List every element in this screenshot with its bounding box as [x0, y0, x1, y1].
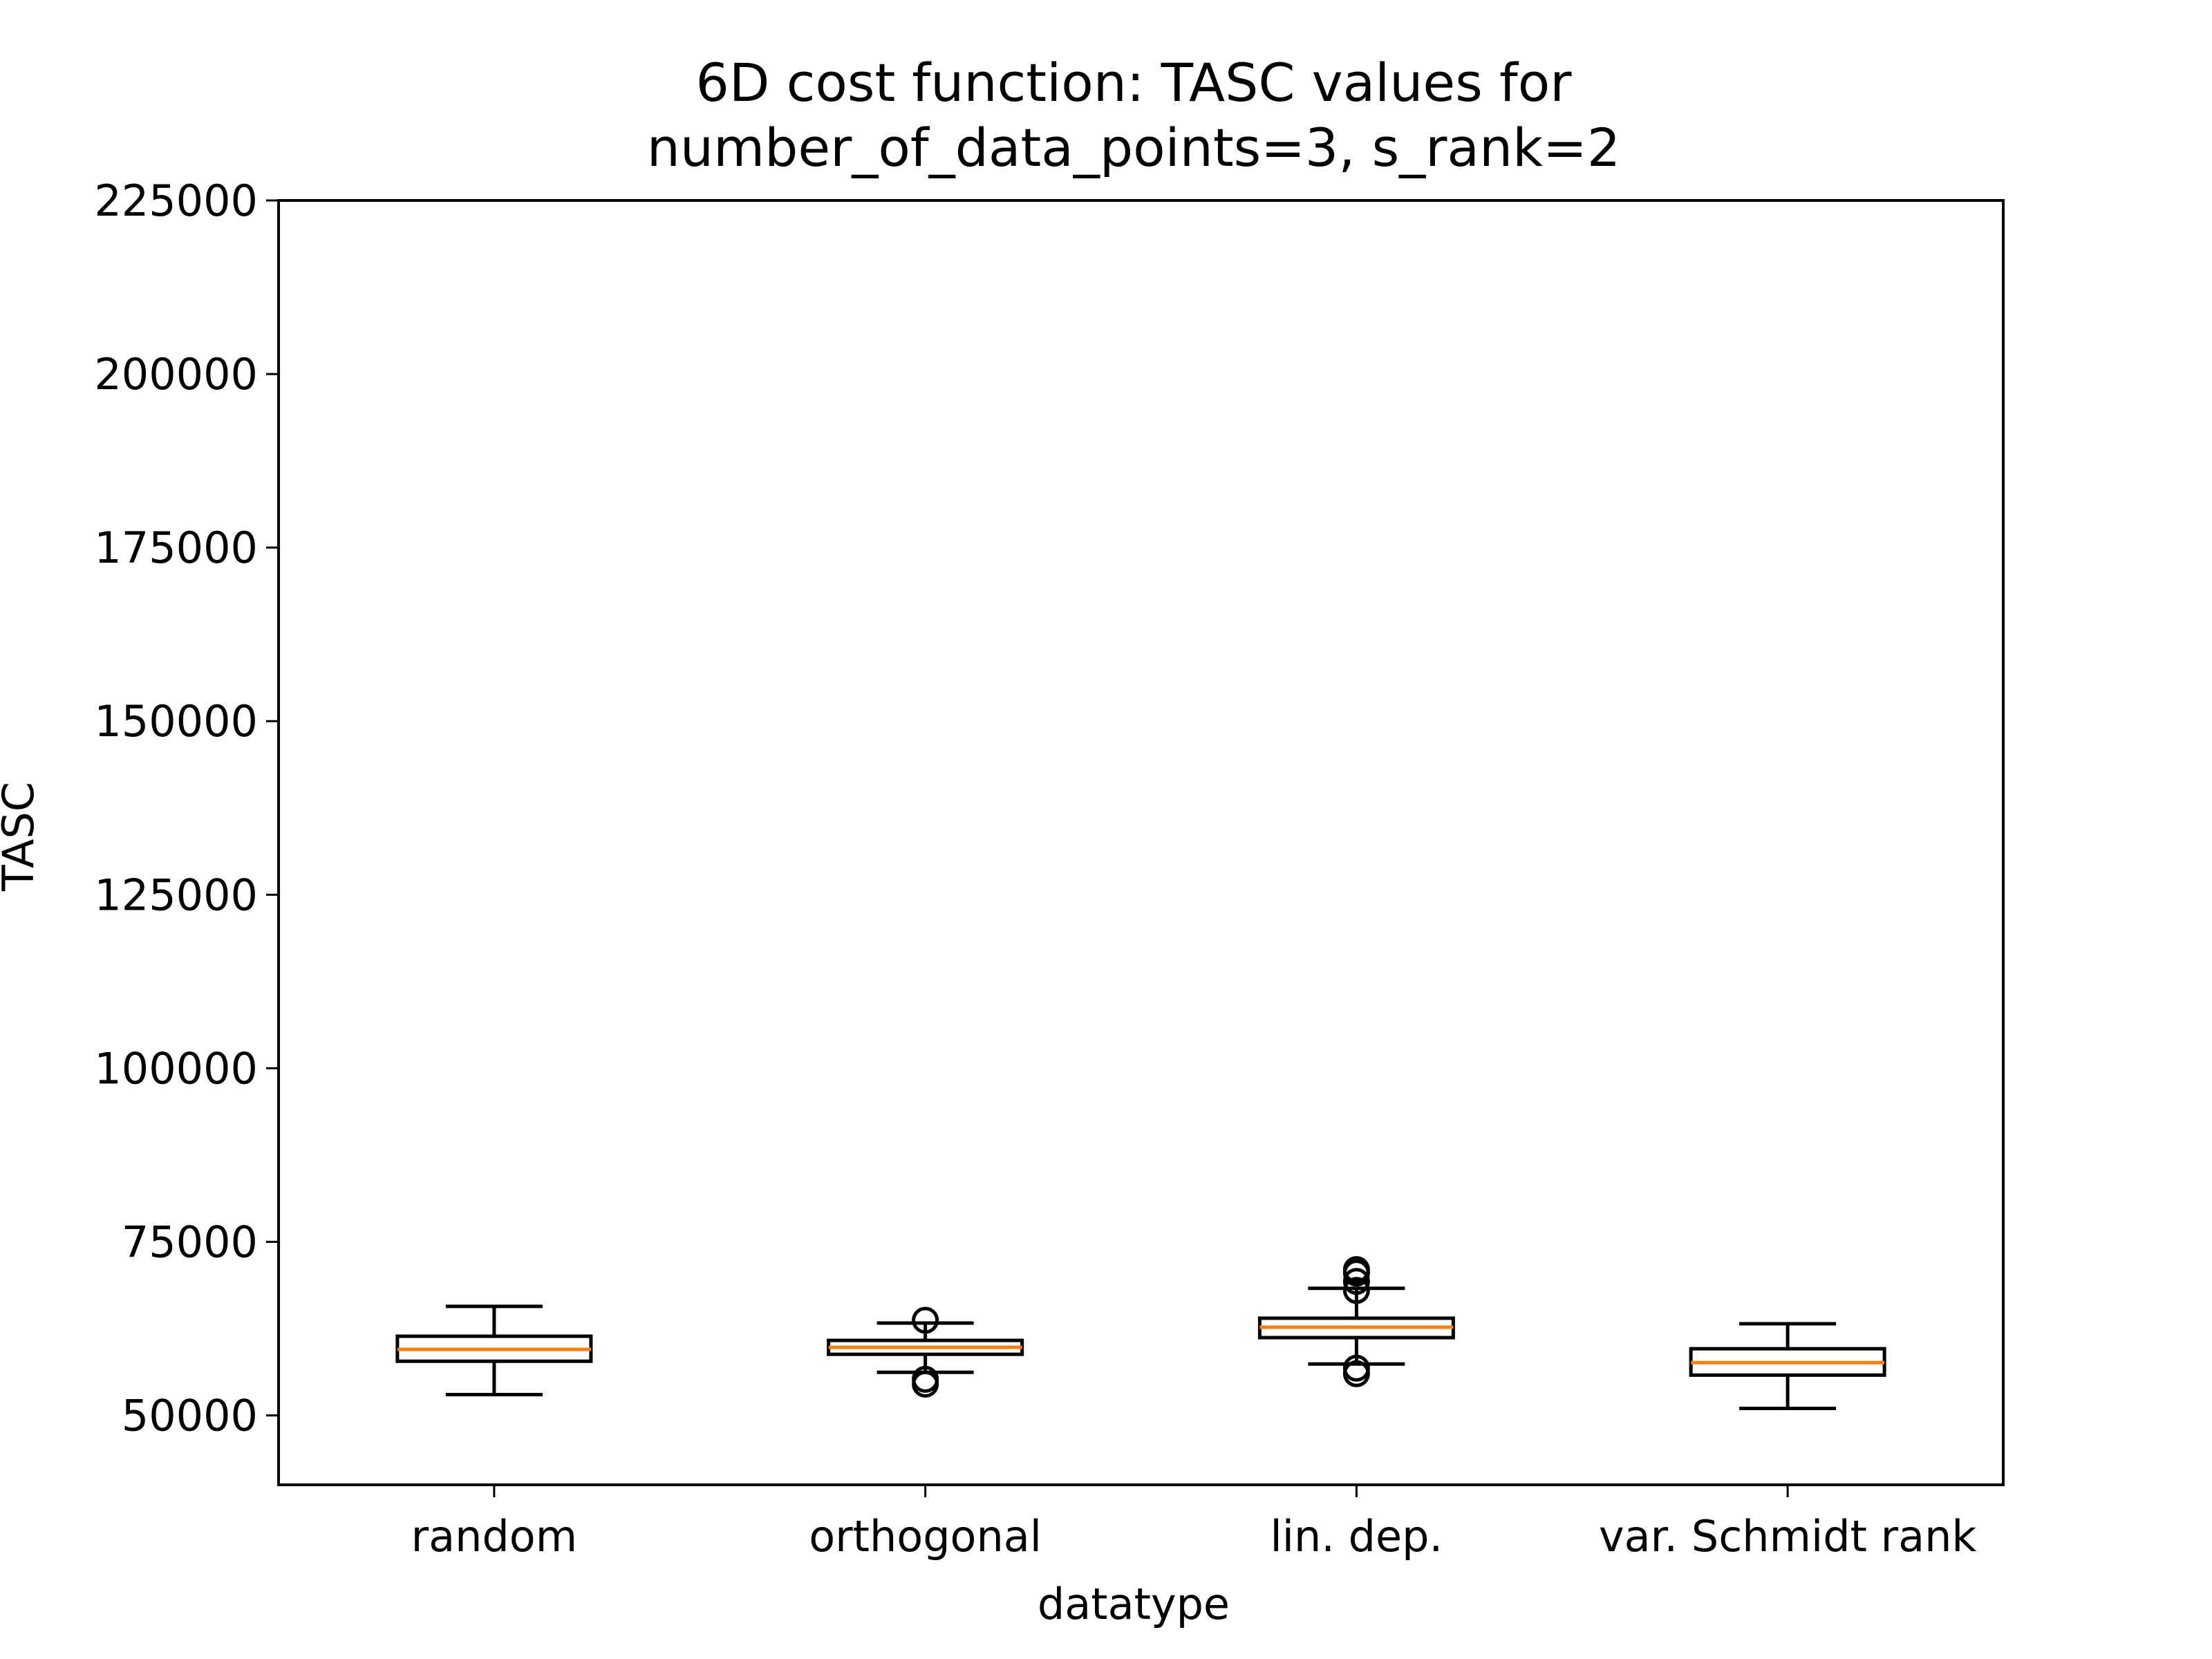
x-tick-label-2: lin. dep.: [1271, 1511, 1443, 1562]
plot-area: 50000 75000 100000 125000 150000 175000 200000…: [94, 176, 2005, 1562]
outlier-2-5: [1342, 1256, 1370, 1284]
y-tick-label-6: 200000: [94, 349, 258, 400]
outlier-1-2: [912, 1306, 939, 1334]
y-tick-label-1: 75000: [122, 1217, 258, 1267]
x-tick-label-3: var. Schmidt rank: [1599, 1511, 1976, 1562]
outlier-2-1: [1342, 1354, 1370, 1382]
x-tick-label-1: orthogonal: [809, 1511, 1042, 1562]
axes-frame: [277, 199, 2005, 1486]
outlier-2-2: [1342, 1277, 1370, 1304]
chart-title-line-2: number_of_data_points=3, s_rank=2: [647, 117, 1620, 178]
outlier-2-3: [1342, 1268, 1370, 1295]
y-tick-label-4: 150000: [94, 696, 258, 747]
y-tick-label-3: 125000: [94, 870, 258, 920]
x-tick-label-0: random: [411, 1511, 577, 1562]
outlier-1-1: [912, 1365, 939, 1393]
y-tick-label-7: 225000: [94, 176, 258, 226]
chart-title-line-1: 6D cost function: TASC values for: [696, 52, 1573, 113]
y-tick-label-2: 100000: [94, 1043, 258, 1094]
y-axis-label: TASC: [0, 782, 44, 892]
x-axis-label: datatype: [1038, 1579, 1230, 1629]
y-tick-label-5: 175000: [94, 523, 258, 573]
y-tick-label-0: 50000: [122, 1391, 258, 1441]
